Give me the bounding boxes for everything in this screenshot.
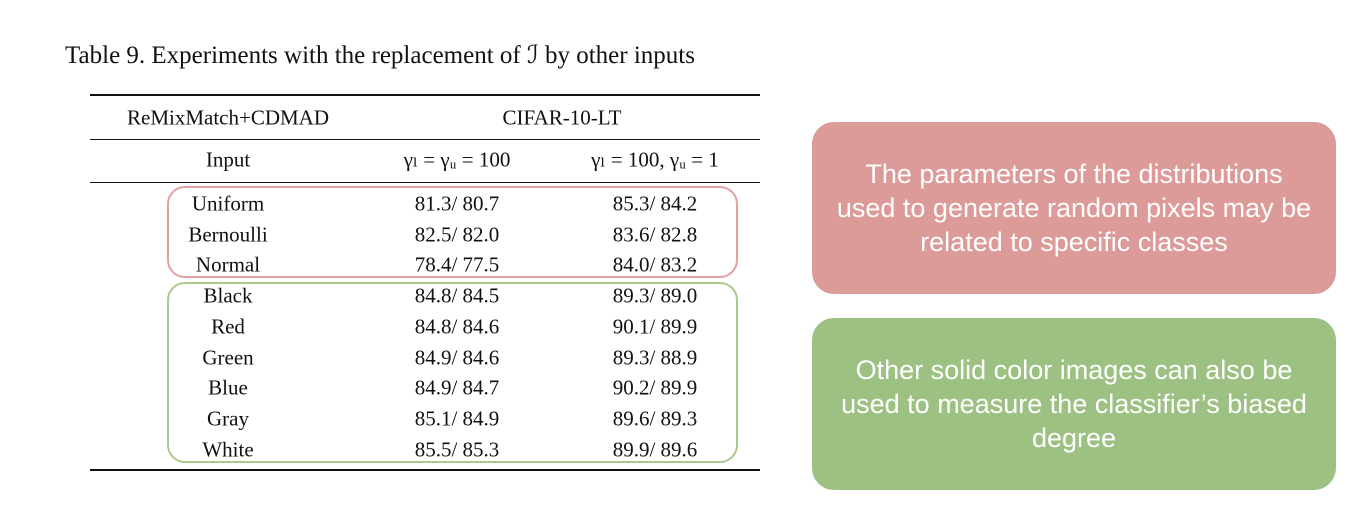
table-cell: 89.3/ 88.9 [612, 345, 698, 369]
header-cell: ReMixMatch+CDMAD [126, 105, 330, 130]
table-cell: Green [202, 345, 254, 369]
table-cell: Gray [207, 406, 249, 431]
table-cell: White [202, 437, 254, 462]
table-cell: 81.3/ 80.7 [414, 191, 500, 216]
table-cell: Normal [195, 252, 261, 277]
table-cell: 84.8/ 84.6 [414, 314, 500, 339]
subheader-cell: Input [205, 147, 251, 172]
table-cell: 89.9/ 89.6 [612, 437, 698, 462]
callout: Other solid color images can also be use… [812, 318, 1336, 490]
table-cell: 85.5/ 85.3 [414, 437, 500, 462]
table-cell: 90.1/ 89.9 [612, 314, 698, 339]
table-cell: 90.2/ 89.9 [612, 375, 698, 400]
highlight-box [167, 282, 738, 463]
table-cell: 85.3/ 84.2 [612, 191, 698, 216]
table-cell: 85.1/ 84.9 [414, 406, 500, 431]
table-cell: 84.8/ 84.5 [414, 283, 500, 308]
table-cell: 89.6/ 89.3 [612, 406, 698, 431]
mid-rule [90, 182, 760, 183]
table-cell: 83.6/ 82.8 [612, 222, 698, 247]
table-cell: Black [203, 283, 253, 308]
callout: The parameters of the distributions used… [812, 122, 1336, 294]
subheader-cell: γₗ = 100, γᵤ = 1 [591, 147, 719, 172]
table-cell: 84.9/ 84.7 [414, 375, 500, 400]
table-cell: Bernoulli [188, 222, 268, 247]
table-cell: Blue [208, 375, 248, 400]
bottom-rule [90, 469, 760, 471]
header-cell: CIFAR-10-LT [502, 105, 622, 130]
table-cell: 84.9/ 84.6 [414, 345, 500, 369]
top-rule [90, 94, 760, 96]
table-cell: 82.5/ 82.0 [414, 222, 500, 247]
table-cell: Red [211, 314, 245, 339]
table-cell: 89.3/ 89.0 [612, 283, 698, 308]
table-caption: Table 9. Experiments with the replacemen… [65, 42, 695, 69]
table-cell: 78.4/ 77.5 [414, 252, 500, 277]
highlight-box [167, 186, 738, 278]
table-cell: 84.0/ 83.2 [612, 252, 698, 277]
subheader-cell: γₗ = γᵤ = 100 [403, 147, 511, 172]
table-cell: Uniform [191, 191, 265, 216]
mid-rule [90, 139, 760, 140]
